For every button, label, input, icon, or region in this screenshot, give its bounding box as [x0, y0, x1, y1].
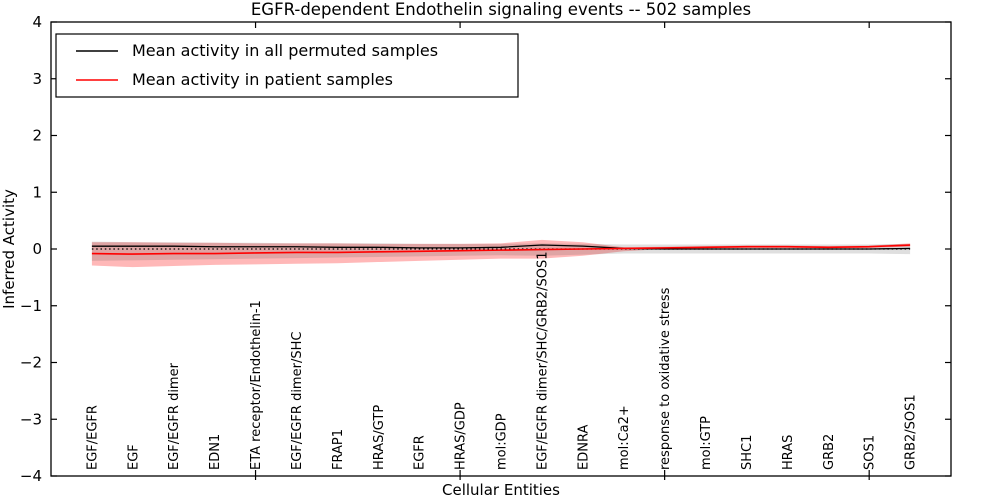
legend-label-permuted: Mean activity in all permuted samples	[132, 41, 438, 60]
y-tick-label: 2	[32, 127, 42, 145]
x-tick-label: GRB2	[822, 434, 837, 470]
y-tick-label: −4	[20, 467, 42, 485]
x-tick-label: EGF/EGFR dimer	[167, 362, 182, 470]
x-tick-label: mol:GDP	[495, 413, 510, 470]
x-tick-label: HRAS/GTP	[372, 405, 387, 470]
y-tick-label: 1	[32, 183, 42, 201]
y-tick-labels: 4 3 2 1 0 −1 −2 −3 −4	[20, 13, 42, 485]
x-tick-label: HRAS	[781, 435, 796, 470]
y-tick-label: 0	[32, 240, 42, 258]
x-tick-label: mol:Ca2+	[617, 405, 632, 470]
legend-box: Mean activity in all permuted samples Me…	[55, 33, 519, 98]
x-tick-label: FRAP1	[331, 429, 346, 470]
x-axis-label: Cellular Entities	[442, 481, 560, 499]
x-tick-label: SOS1	[863, 435, 878, 470]
x-tick-label: EGF/EGFR dimer/SHC/GRB2/SOS1	[535, 252, 550, 471]
y-tick-label: 3	[32, 70, 42, 88]
x-tick-label: EGF	[126, 444, 141, 470]
x-tick-label: SHC1	[740, 435, 755, 470]
x-category-labels: EGF/EGFR EGF EGF/EGFR dimer EDN1 ETA recepto…	[85, 252, 918, 471]
y-tick-label: −3	[20, 410, 42, 428]
permuted-mean-line	[91, 244, 911, 250]
x-tick-label: EDN1	[208, 434, 223, 470]
x-tick-label: EGFR	[413, 435, 428, 470]
x-tick-label: EDNRA	[576, 425, 591, 470]
legend-label-patient: Mean activity in patient samples	[132, 70, 393, 89]
y-tick-label: −1	[20, 297, 42, 315]
y-tick-label: 4	[32, 13, 42, 31]
y-tick-label: −2	[20, 354, 42, 372]
series-lines-layer	[91, 244, 911, 255]
x-tick-label: ETA receptor/Endothelin-1	[249, 300, 264, 470]
plot-frame	[50, 21, 952, 477]
x-tick-label: GRB2/SOS1	[904, 394, 919, 470]
x-tick-label: HRAS/GDP	[454, 402, 469, 470]
y-axis-label: Inferred Activity	[0, 189, 18, 309]
chart-title: EGFR-dependent Endothelin signaling even…	[251, 0, 751, 19]
patient-mean-line	[91, 244, 911, 255]
x-tick-label: mol:GTP	[699, 416, 714, 470]
x-tick-label: EGF/EGFR	[85, 405, 100, 470]
x-tick-label: EGF/EGFR dimer/SHC	[290, 332, 305, 470]
x-tick-label: response to oxidative stress	[658, 287, 673, 470]
